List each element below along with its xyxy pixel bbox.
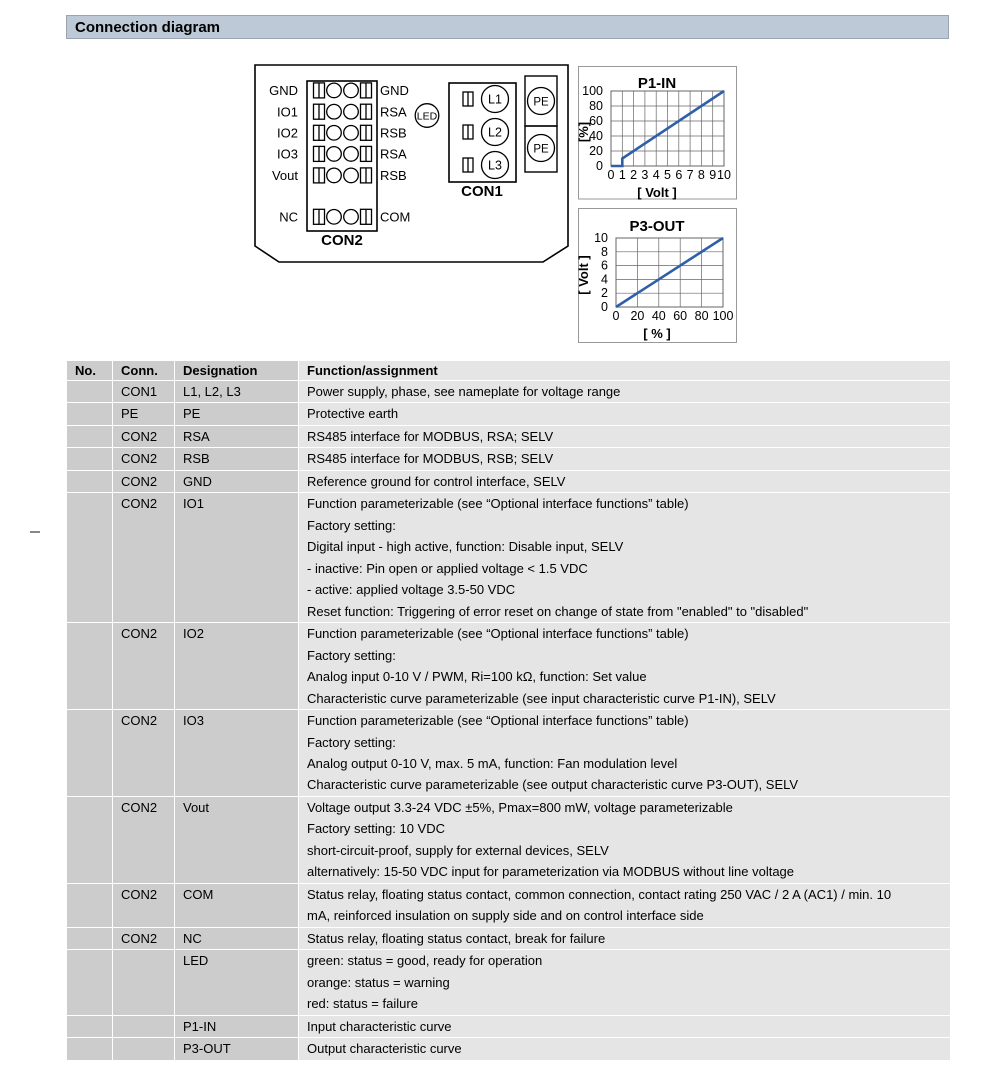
- svg-text:LED: LED: [417, 110, 438, 122]
- svg-text:5: 5: [664, 168, 671, 182]
- svg-text:IO2: IO2: [277, 125, 298, 140]
- svg-text:RSB: RSB: [380, 125, 407, 140]
- svg-text:7: 7: [687, 168, 694, 182]
- svg-text:L1: L1: [488, 93, 502, 107]
- svg-text:IO3: IO3: [277, 147, 298, 162]
- svg-text:L2: L2: [488, 126, 502, 140]
- svg-text:RSA: RSA: [380, 104, 407, 119]
- svg-text:0: 0: [596, 159, 603, 173]
- svg-text:[ Volt ]: [ Volt ]: [576, 255, 591, 294]
- svg-text:0: 0: [613, 309, 620, 323]
- svg-text:CON1: CON1: [461, 183, 503, 200]
- svg-text:[%]: [%]: [576, 122, 591, 142]
- svg-text:GND: GND: [269, 83, 298, 98]
- svg-text:P3-OUT: P3-OUT: [629, 218, 684, 235]
- svg-text:Vout: Vout: [272, 168, 298, 183]
- svg-text:4: 4: [601, 272, 608, 286]
- svg-text:80: 80: [695, 309, 709, 323]
- svg-text:L3: L3: [488, 159, 502, 173]
- svg-text:NC: NC: [279, 209, 298, 224]
- svg-text:40: 40: [589, 129, 603, 143]
- svg-text:3: 3: [641, 168, 648, 182]
- svg-text:40: 40: [652, 309, 666, 323]
- svg-text:IO1: IO1: [277, 104, 298, 119]
- svg-text:80: 80: [589, 99, 603, 113]
- svg-text:2: 2: [630, 168, 637, 182]
- svg-text:1: 1: [619, 168, 626, 182]
- svg-text:4: 4: [653, 168, 660, 182]
- svg-text:8: 8: [601, 245, 608, 259]
- svg-text:RSB: RSB: [380, 168, 407, 183]
- svg-text:[ Volt ]: [ Volt ]: [637, 185, 676, 200]
- svg-text:9: 9: [709, 168, 716, 182]
- svg-text:PE: PE: [533, 144, 549, 156]
- svg-text:6: 6: [675, 168, 682, 182]
- svg-text:10: 10: [594, 231, 608, 245]
- svg-text:100: 100: [582, 84, 603, 98]
- svg-text:0: 0: [601, 300, 608, 314]
- svg-text:GND: GND: [380, 83, 409, 98]
- svg-text:P1-IN: P1-IN: [638, 75, 676, 92]
- svg-text:0: 0: [608, 168, 615, 182]
- svg-text:2: 2: [601, 286, 608, 300]
- svg-text:100: 100: [713, 309, 734, 323]
- svg-text:60: 60: [589, 114, 603, 128]
- svg-text:CON2: CON2: [321, 232, 363, 249]
- svg-text:6: 6: [601, 259, 608, 273]
- svg-text:PE: PE: [533, 97, 549, 109]
- svg-text:10: 10: [717, 168, 731, 182]
- svg-text:COM: COM: [380, 209, 410, 224]
- svg-text:20: 20: [630, 309, 644, 323]
- svg-text:20: 20: [589, 144, 603, 158]
- svg-text:8: 8: [698, 168, 705, 182]
- svg-text:RSA: RSA: [380, 147, 407, 162]
- svg-text:[ % ]: [ % ]: [643, 326, 670, 341]
- svg-text:60: 60: [673, 309, 687, 323]
